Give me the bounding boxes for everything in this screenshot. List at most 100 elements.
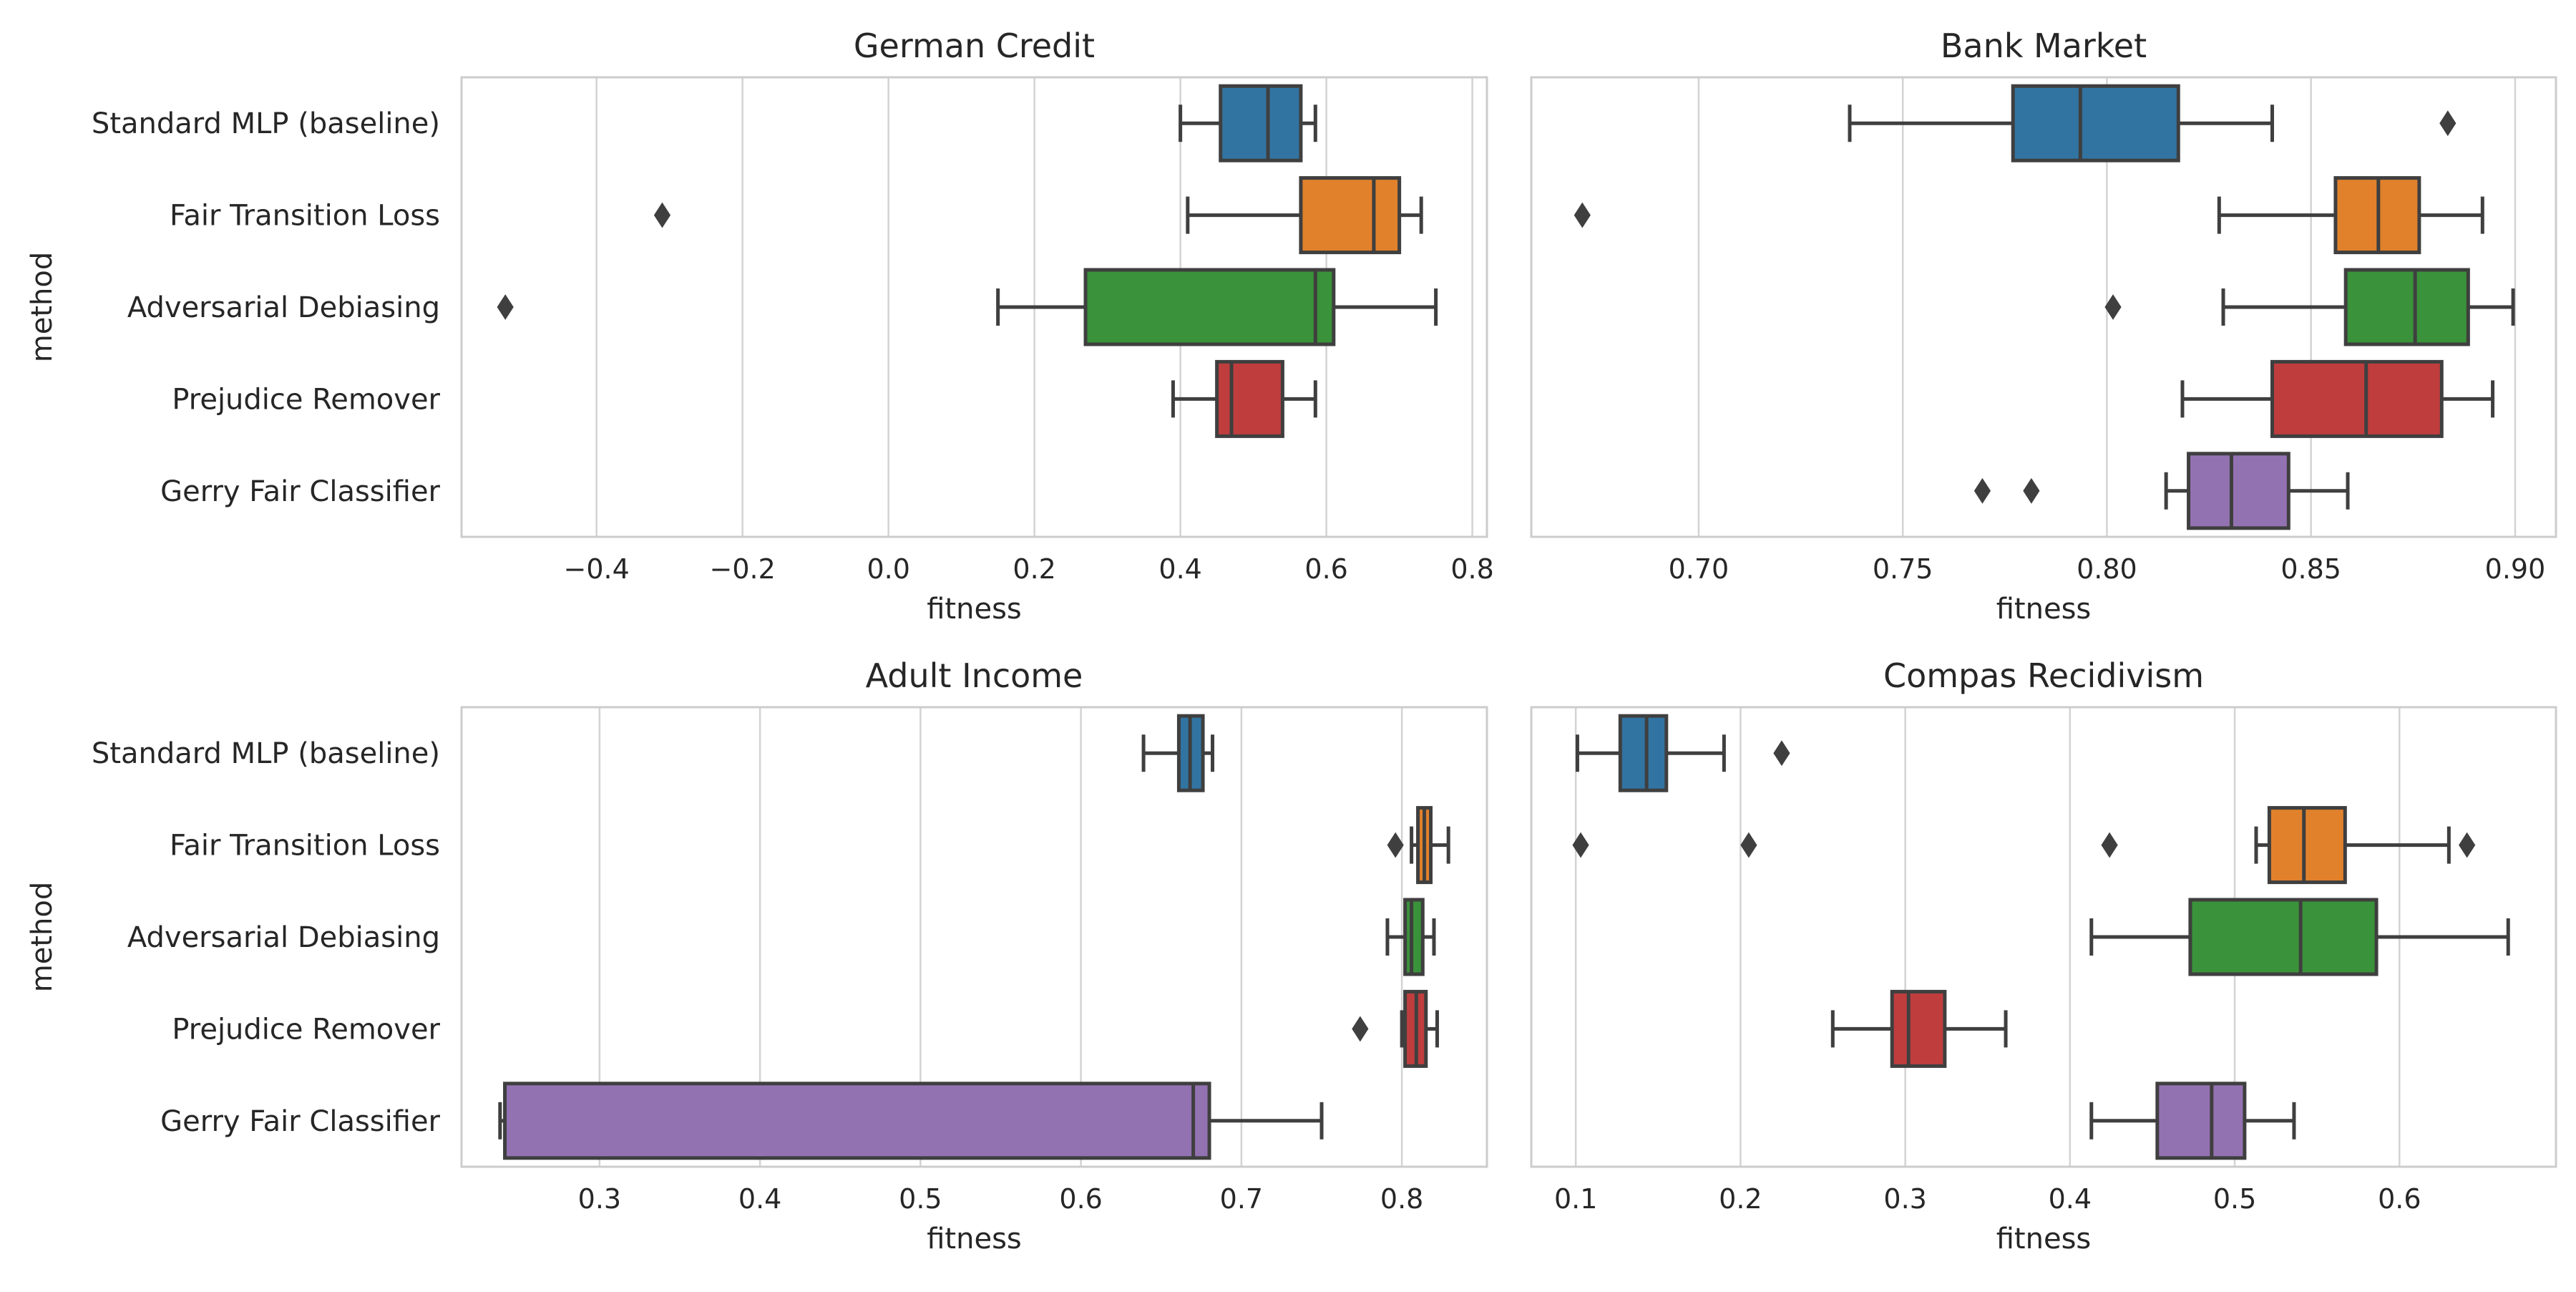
iqr-box [2187, 452, 2290, 530]
outlier-marker [1572, 832, 1589, 858]
x-tick-label: 0.3 [578, 1183, 621, 1215]
x-tick-label: 0.1 [1554, 1183, 1597, 1215]
x-axis-label: fitness [1996, 1223, 2092, 1255]
outlier-marker [1387, 832, 1404, 858]
iqr-box [503, 1082, 1211, 1160]
outlier-marker [497, 294, 514, 320]
category-label: Gerry Fair Classifier [160, 1105, 440, 1138]
x-tick-label: 0.70 [1669, 553, 1729, 585]
outlier-marker [1740, 832, 1757, 858]
iqr-box [1618, 714, 1669, 792]
box-2 [2089, 898, 2510, 976]
panel-title: Adult Income [866, 656, 1083, 695]
x-tick-label: 0.4 [738, 1183, 781, 1215]
iqr-box [2188, 898, 2379, 976]
panel-title: German Credit [854, 26, 1095, 65]
panel-title: Bank Market [1941, 26, 2147, 65]
iqr-box [1299, 176, 1402, 255]
iqr-box [1083, 268, 1336, 346]
plot-frame [1530, 706, 2557, 1168]
box-3 [1400, 989, 1439, 1068]
outlier-marker [1352, 1016, 1369, 1042]
iqr-box [1215, 359, 1284, 438]
x-tick-label: 0.2 [1013, 553, 1055, 585]
box-4 [2089, 1082, 2296, 1160]
box-0 [1179, 84, 1317, 162]
y-axis-label: method [26, 252, 59, 362]
category-label: Standard MLP (baseline) [92, 107, 440, 140]
box-4 [2164, 452, 2350, 530]
x-tick-label: 0.4 [2049, 1183, 2092, 1215]
box-4 [498, 1082, 1324, 1160]
panel-title: Compas Recidivism [1883, 656, 2204, 695]
outlier-marker [1974, 477, 1991, 504]
x-axis-label: fitness [1996, 593, 2092, 626]
outlier-marker [1773, 740, 1790, 767]
iqr-box [2155, 1082, 2247, 1160]
category-label: Gerry Fair Classifier [160, 475, 440, 508]
x-axis-label: fitness [927, 593, 1022, 626]
x-tick-label: 0.8 [1450, 553, 1493, 585]
panel-0: −0.4 −0.2 0.0 0.2 0.4 0.6 0.8 Standard MLP (bas… [26, 26, 1494, 626]
outlier-marker [2101, 832, 2118, 858]
category-label: Adversarial Debiasing [127, 921, 440, 954]
plot-frame [460, 706, 1488, 1168]
x-tick-label: 0.80 [2077, 553, 2137, 585]
outlier-marker [1574, 202, 1591, 228]
x-tick-label: −0.2 [710, 553, 776, 585]
outlier-marker [2023, 477, 2040, 504]
x-tick-label: 0.6 [2378, 1183, 2421, 1215]
iqr-box [2270, 359, 2444, 438]
iqr-box [2267, 806, 2347, 885]
iqr-box [1403, 898, 1425, 976]
box-3 [1830, 989, 2008, 1068]
x-tick-label: 0.85 [2280, 553, 2341, 585]
iqr-box [2343, 268, 2470, 346]
x-tick-label: 0.3 [1883, 1183, 1926, 1215]
outlier-marker [2459, 832, 2476, 858]
panel-3: 0.1 0.2 0.3 0.4 0.5 0.6 Compas Recidivism fitne… [1530, 656, 2557, 1255]
x-tick-label: 0.7 [1220, 1183, 1263, 1215]
box-0 [1575, 714, 1726, 792]
outlier-marker [2439, 110, 2457, 137]
iqr-box [1219, 84, 1303, 162]
box-2 [1385, 898, 1436, 976]
x-tick-label: 0.8 [1380, 1183, 1423, 1215]
x-tick-label: 0.75 [1873, 553, 1933, 585]
category-label: Fair Transition Loss [170, 200, 440, 233]
category-label: Fair Transition Loss [170, 830, 440, 863]
box-1 [1410, 806, 1450, 885]
x-tick-label: 0.5 [899, 1183, 942, 1215]
outlier-marker [653, 202, 671, 228]
plot-frame [1530, 76, 2557, 538]
x-tick-label: 0.90 [2485, 553, 2546, 585]
box-0 [1141, 714, 1215, 792]
x-tick-label: 0.6 [1304, 553, 1347, 585]
box-3 [1171, 359, 1317, 438]
category-label: Prejudice Remover [172, 1013, 440, 1046]
box-1 [1186, 176, 1423, 255]
box-0 [1848, 84, 2274, 162]
outlier-marker [2104, 294, 2122, 320]
x-tick-label: 0.4 [1158, 553, 1201, 585]
category-label: Adversarial Debiasing [127, 291, 440, 324]
y-axis-label: method [26, 882, 59, 992]
category-label: Standard MLP (baseline) [92, 737, 440, 770]
iqr-box [2011, 84, 2180, 162]
panel-1: 0.70 0.75 0.80 0.85 0.90 Bank Market fitness [1530, 26, 2557, 626]
plot-frame [460, 76, 1488, 538]
x-axis-label: fitness [927, 1223, 1022, 1255]
iqr-box [1890, 989, 1947, 1068]
category-label: Prejudice Remover [172, 383, 440, 416]
box-2 [2221, 268, 2515, 346]
x-tick-label: 0.6 [1059, 1183, 1102, 1215]
x-tick-label: −0.4 [564, 553, 630, 585]
box-3 [2180, 359, 2495, 438]
x-tick-label: 0.5 [2213, 1183, 2256, 1215]
x-tick-label: 0.2 [1719, 1183, 1762, 1215]
box-2 [996, 268, 1438, 346]
panel-2: 0.3 0.4 0.5 0.6 0.7 0.8 Standard MLP (baseline… [26, 656, 1488, 1255]
box-1 [2217, 176, 2484, 255]
